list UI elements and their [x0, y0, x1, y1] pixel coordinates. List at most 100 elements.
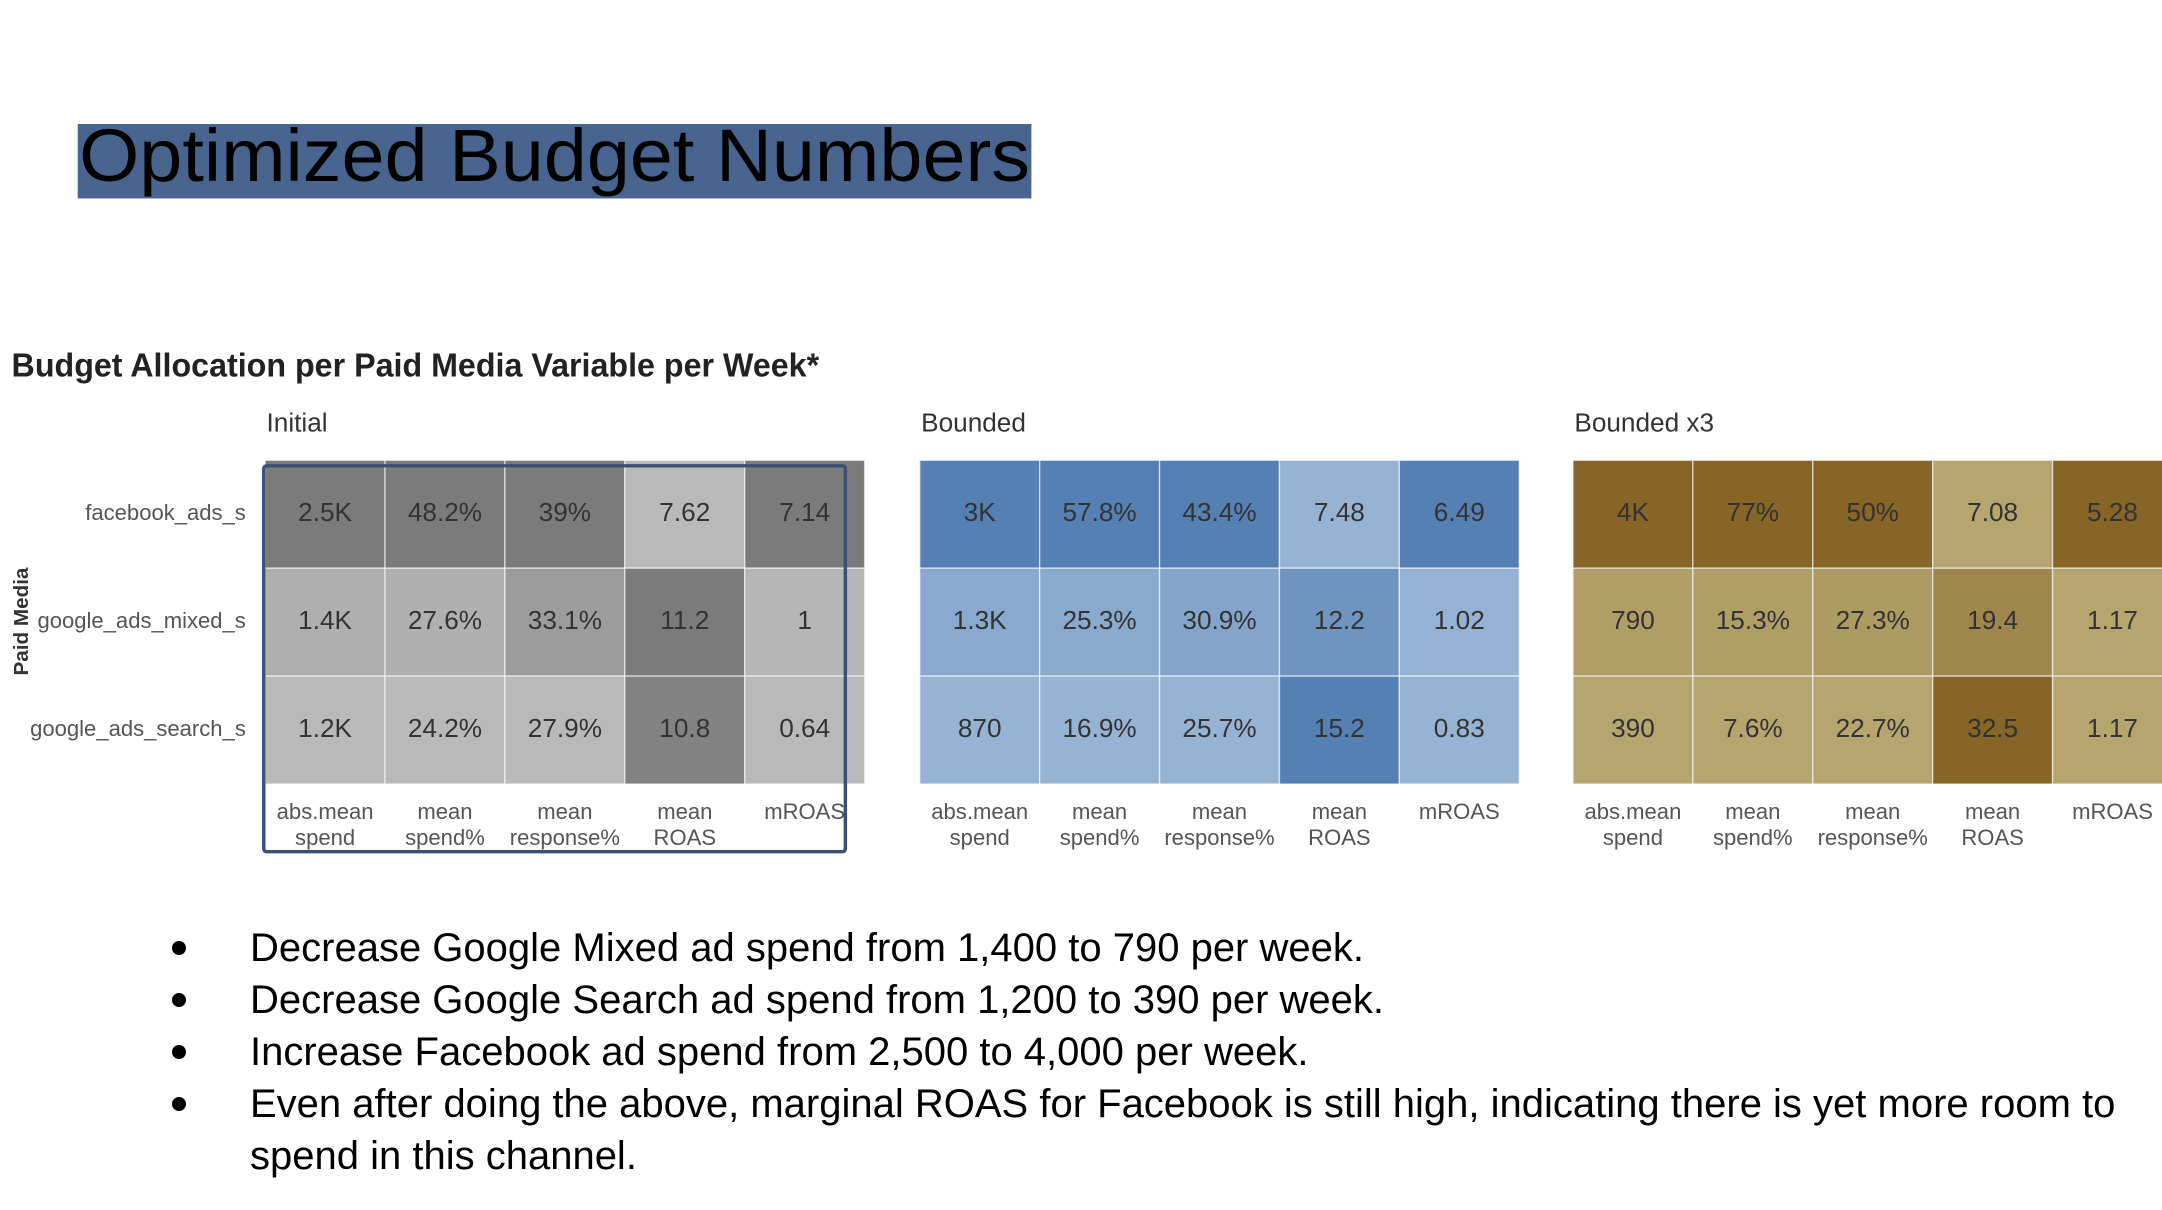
heatmap-cell [919, 675, 1041, 785]
heatmap-cell [1812, 459, 1934, 569]
heatmap-cell [2051, 459, 2162, 569]
cell-label: 27.6% [408, 605, 482, 635]
row-label: google_ads_search_s [30, 716, 246, 741]
bullet-item: Decrease Google Mixed ad spend from 1,40… [172, 922, 2132, 974]
heatmap-cell [919, 459, 1041, 569]
heatmap-cell [624, 459, 746, 569]
heatmap-cell [1931, 459, 2054, 569]
cell-label: 1.17 [2087, 605, 2138, 635]
heatmap-cell [1278, 459, 1401, 569]
highlight-box [262, 464, 848, 854]
cell-label: 390 [1611, 713, 1655, 743]
heatmap-cell [1038, 567, 1161, 677]
panel-label: Initial [267, 407, 328, 437]
heatmap-cell [504, 567, 626, 677]
heatmap-cell [1692, 567, 1814, 677]
title-highlight [77, 124, 1032, 199]
heatmap-cell [1572, 675, 1694, 785]
cell-label: 4K [1617, 497, 1650, 527]
cell-label: 7.62 [659, 497, 710, 527]
cell-label: 1.02 [1434, 605, 1485, 635]
heatmap-cell [384, 675, 506, 785]
column-label: response% [1818, 825, 1928, 850]
cell-label: 22.7% [1836, 713, 1910, 743]
column-label: spend [1603, 825, 1663, 850]
heatmap-cell [264, 459, 386, 569]
heatmap-cell [624, 567, 746, 677]
cell-label: 27.3% [1836, 605, 1910, 635]
cell-label: 7.48 [1314, 497, 1365, 527]
cell-label: 25.7% [1182, 713, 1256, 743]
heatmap-cell [1158, 459, 1281, 569]
column-label: mean [1072, 799, 1127, 824]
cell-label: 33.1% [528, 605, 602, 635]
cell-label: 32.5 [1967, 713, 2018, 743]
heatmap-cell [1278, 675, 1401, 785]
heatmap-cell [1038, 675, 1161, 785]
column-label: mean [1965, 799, 2020, 824]
cell-label: 7.6% [1723, 713, 1783, 743]
cell-label: 3K [964, 497, 997, 527]
cell-label: 43.4% [1182, 497, 1256, 527]
column-label: response% [1164, 825, 1274, 850]
heatmap-cell [1931, 567, 2054, 677]
cell-label: 1.4K [298, 605, 352, 635]
cell-label: 15.2 [1314, 713, 1365, 743]
cell-label: 6.49 [1434, 497, 1485, 527]
heatmap-cell [624, 675, 746, 785]
chart-title: Budget Allocation per Paid Media Variabl… [12, 348, 820, 385]
cell-label: 25.3% [1062, 605, 1136, 635]
bullet-item: Even after doing the above, marginal ROA… [172, 1078, 2132, 1182]
cell-label: 1.2K [298, 713, 352, 743]
cell-label: 50% [1847, 497, 1899, 527]
heatmap-cell [2051, 567, 2162, 677]
panel-label: Bounded x3 [1574, 407, 1714, 437]
cell-label: 2.5K [298, 497, 352, 527]
heatmap-cell [1812, 675, 1934, 785]
column-label: mROAS [764, 799, 845, 824]
heatmap-cell [2051, 675, 2162, 785]
column-label: mean [537, 799, 592, 824]
cell-label: 1.3K [953, 605, 1007, 635]
column-label: abs.mean [1585, 799, 1682, 824]
heatmap-cell [504, 459, 626, 569]
cell-label: 0.64 [779, 713, 830, 743]
column-label: response% [510, 825, 620, 850]
cell-label: 57.8% [1062, 497, 1136, 527]
heatmap-cell [1398, 675, 1520, 785]
column-label: mROAS [2072, 799, 2153, 824]
cell-label: 24.2% [408, 713, 482, 743]
column-label: ROAS [654, 825, 716, 850]
column-label: mean [1725, 799, 1780, 824]
heatmap-cell [1158, 675, 1281, 785]
cell-label: 12.2 [1314, 605, 1365, 635]
heatmap-cell [384, 459, 506, 569]
cell-label: 30.9% [1182, 605, 1256, 635]
column-label: spend% [405, 825, 485, 850]
heatmap-cell [504, 675, 626, 785]
row-label: facebook_ads_s [85, 500, 246, 525]
cell-label: 5.28 [2087, 497, 2138, 527]
column-label: spend [950, 825, 1010, 850]
column-label: mean [1845, 799, 1900, 824]
heatmap-cell [1812, 567, 1934, 677]
cell-label: 7.14 [779, 497, 830, 527]
cell-label: 10.8 [659, 713, 710, 743]
cell-label: 870 [958, 713, 1002, 743]
cell-label: 16.9% [1062, 713, 1136, 743]
bullet-item: Increase Facebook ad spend from 2,500 to… [172, 1026, 2132, 1078]
column-label: spend% [1060, 825, 1140, 850]
cell-label: 19.4 [1967, 605, 2018, 635]
column-label: spend% [1713, 825, 1793, 850]
cell-label: 11.2 [660, 605, 709, 635]
column-label: mROAS [1419, 799, 1500, 824]
heatmap-cell [1158, 567, 1281, 677]
heatmap-cell [1398, 567, 1520, 677]
heatmap-cell [1692, 675, 1814, 785]
column-label: abs.mean [931, 799, 1028, 824]
cell-label: 77% [1727, 497, 1779, 527]
column-label: mean [417, 799, 472, 824]
cell-label: 7.08 [1967, 497, 2018, 527]
